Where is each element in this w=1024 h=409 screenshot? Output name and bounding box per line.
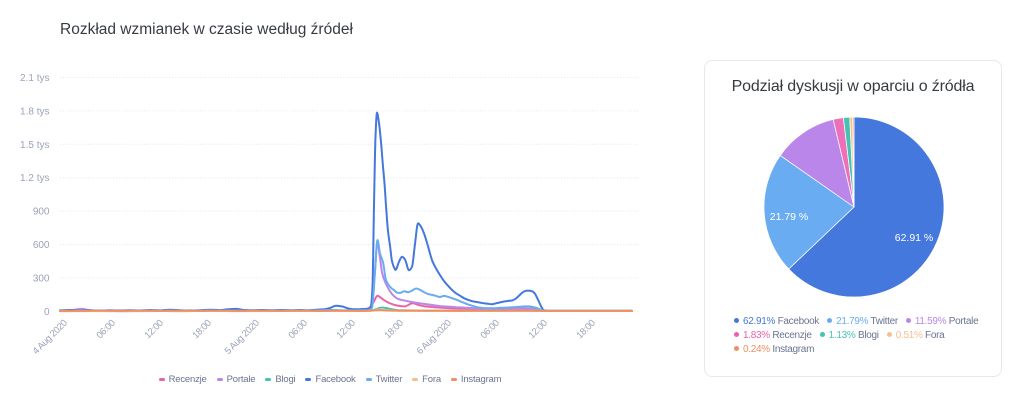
svg-text:18:00: 18:00: [190, 318, 213, 341]
svg-text:12:00: 12:00: [142, 318, 165, 341]
svg-text:18:00: 18:00: [574, 318, 597, 341]
svg-text:21.79 %: 21.79 %: [770, 211, 809, 223]
svg-text:06:00: 06:00: [286, 318, 309, 341]
svg-text:12:00: 12:00: [526, 318, 549, 341]
svg-text:62.91 %: 62.91 %: [895, 232, 934, 244]
svg-text:6 Aug 2020: 6 Aug 2020: [415, 318, 454, 357]
svg-text:600: 600: [33, 240, 50, 251]
svg-text:5 Aug 2020: 5 Aug 2020: [223, 318, 262, 357]
svg-text:300: 300: [33, 273, 50, 284]
svg-text:2.1 tys: 2.1 tys: [20, 73, 49, 84]
svg-text:4 Aug 2020: 4 Aug 2020: [31, 318, 70, 357]
svg-text:900: 900: [33, 207, 50, 218]
svg-text:1.5 tys: 1.5 tys: [20, 140, 49, 151]
svg-text:1.8 tys: 1.8 tys: [20, 106, 49, 117]
svg-text:0: 0: [44, 307, 50, 318]
svg-text:18:00: 18:00: [382, 318, 405, 341]
svg-text:1.2 tys: 1.2 tys: [20, 173, 49, 184]
svg-text:06:00: 06:00: [478, 318, 501, 341]
svg-text:12:00: 12:00: [334, 318, 357, 341]
svg-text:06:00: 06:00: [94, 318, 117, 341]
